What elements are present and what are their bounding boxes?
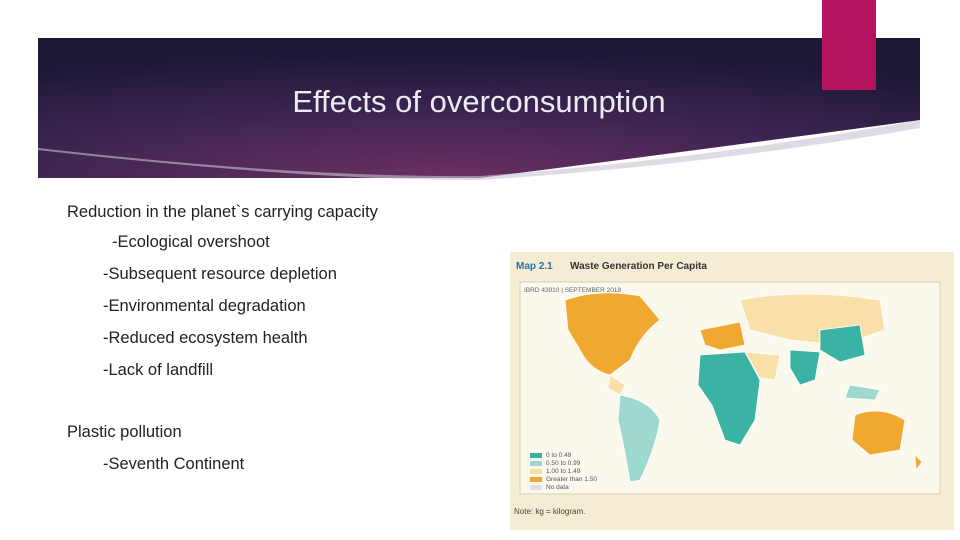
map-label: Map 2.1: [516, 261, 553, 272]
slide-title: Effects of overconsumption: [292, 84, 666, 119]
map-title: Waste Generation Per Capita: [570, 261, 707, 272]
sub-bullet: -Seventh Continent: [103, 455, 245, 473]
map-note: Note: kg = kilogram.: [514, 507, 585, 516]
legend-label: 0.50 to 0.99: [546, 460, 581, 467]
banner-edge: [38, 120, 920, 180]
bullet: Reduction in the planet`s carrying capac…: [67, 203, 378, 221]
sub-bullet: -Reduced ecosystem health: [103, 329, 308, 347]
sub-bullet: -Environmental degradation: [103, 297, 306, 315]
map-legend-swatches: [530, 453, 542, 490]
world-map: [564, 292, 923, 483]
title-banner: [38, 38, 920, 178]
bullet: Plastic pollution: [67, 423, 182, 441]
map-code: IBRD 43910 | SEPTEMBER 2018: [524, 287, 621, 294]
legend-label: Greater than 1.50: [546, 476, 597, 483]
legend-label: 0 to 0.49: [546, 452, 572, 459]
legend-label: 1.00 to 1.49: [546, 468, 581, 475]
sub-bullet: -Lack of landfill: [103, 361, 214, 379]
accent-bar: [822, 0, 876, 90]
sub-bullet: -Ecological overshoot: [112, 233, 270, 251]
sub-bullet: -Subsequent resource depletion: [103, 265, 337, 283]
legend-label: No data: [546, 484, 569, 491]
